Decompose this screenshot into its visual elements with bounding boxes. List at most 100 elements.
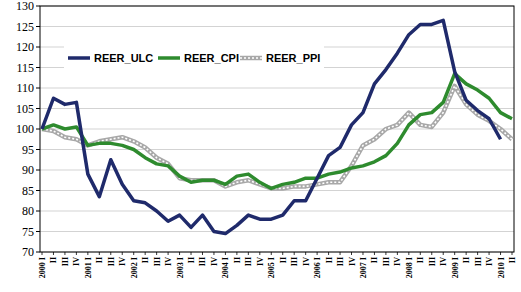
x-tick-label: II bbox=[279, 257, 288, 263]
x-tick-label: 2008 I bbox=[405, 257, 414, 278]
x-tick-label: 2006 I bbox=[313, 257, 322, 278]
x-tick-label: III bbox=[107, 257, 116, 266]
x-tick bbox=[489, 252, 490, 255]
y-tick bbox=[36, 170, 40, 171]
y-tick-label: 70 bbox=[22, 245, 34, 259]
x-tick bbox=[191, 252, 192, 255]
x-tick-label: 2010 I bbox=[497, 257, 506, 278]
x-tick bbox=[317, 252, 318, 255]
x-tick bbox=[466, 252, 467, 255]
grid-line bbox=[40, 211, 514, 212]
y-tick bbox=[36, 88, 40, 89]
series bbox=[42, 74, 512, 189]
x-tick bbox=[202, 252, 203, 255]
legend-line bbox=[240, 56, 262, 61]
x-tick-label: 2002 I bbox=[130, 257, 139, 278]
x-tick bbox=[110, 252, 111, 255]
x-tick-label: II bbox=[462, 257, 471, 263]
y-tick-label: 100 bbox=[16, 122, 34, 136]
x-tick bbox=[512, 252, 513, 255]
x-tick bbox=[454, 252, 455, 255]
x-tick bbox=[122, 252, 123, 255]
x-tick-label: III bbox=[474, 257, 483, 266]
x-tick bbox=[248, 252, 249, 255]
x-tick-label: III bbox=[153, 257, 162, 266]
x-tick bbox=[443, 252, 444, 255]
x-tick bbox=[374, 252, 375, 255]
series-line bbox=[42, 86, 512, 189]
x-tick bbox=[271, 252, 272, 255]
x-tick-label: 2001 I bbox=[84, 257, 93, 278]
series-line bbox=[42, 74, 512, 189]
y-tick bbox=[36, 47, 40, 48]
x-tick bbox=[179, 252, 180, 255]
legend-label: REER_ULC bbox=[94, 52, 153, 64]
y-tick bbox=[36, 6, 40, 7]
x-tick-label: IV bbox=[210, 257, 219, 266]
x-tick bbox=[294, 252, 295, 255]
y-tick bbox=[36, 149, 40, 150]
x-tick bbox=[236, 252, 237, 255]
x-tick-label: II bbox=[325, 257, 334, 263]
x-tick bbox=[76, 252, 77, 255]
x-tick bbox=[156, 252, 157, 255]
x-tick-label: II bbox=[416, 257, 425, 263]
y-tick-label: 105 bbox=[16, 102, 34, 116]
x-tick bbox=[133, 252, 134, 255]
grid-line bbox=[40, 170, 514, 171]
x-tick bbox=[500, 252, 501, 255]
x-tick-label: IV bbox=[256, 257, 265, 266]
x-tick-label: III bbox=[336, 257, 345, 266]
x-tick-label: IV bbox=[439, 257, 448, 266]
x-tick bbox=[340, 252, 341, 255]
x-tick bbox=[328, 252, 329, 255]
y-tick bbox=[36, 129, 40, 130]
x-tick-label: II bbox=[508, 257, 517, 263]
y-tick bbox=[36, 26, 40, 27]
x-tick-label: II bbox=[233, 257, 242, 263]
x-tick-label: 2003 I bbox=[176, 257, 185, 278]
x-tick-label: IV bbox=[118, 257, 127, 266]
legend-box bbox=[64, 46, 324, 70]
x-tick-label: II bbox=[141, 257, 150, 263]
grid-line bbox=[40, 88, 514, 89]
x-tick-label: III bbox=[428, 257, 437, 266]
x-tick bbox=[385, 252, 386, 255]
x-tick bbox=[225, 252, 226, 255]
x-tick bbox=[99, 252, 100, 255]
x-tick-label: II bbox=[95, 257, 104, 263]
x-tick-label: 2004 I bbox=[221, 257, 230, 278]
y-tick-label: 125 bbox=[16, 20, 34, 34]
x-tick-label: 2007 I bbox=[359, 257, 368, 278]
x-tick-label: IV bbox=[485, 257, 494, 266]
legend-line bbox=[158, 56, 180, 60]
x-tick-label: IV bbox=[393, 257, 402, 266]
x-tick bbox=[53, 252, 54, 255]
x-tick bbox=[362, 252, 363, 255]
x-tick-label: IV bbox=[72, 257, 81, 266]
y-tick-label: 85 bbox=[22, 184, 34, 198]
y-tick-label: 115 bbox=[16, 61, 34, 75]
x-tick-label: III bbox=[244, 257, 253, 266]
y-tick bbox=[36, 211, 40, 212]
x-tick bbox=[477, 252, 478, 255]
series-line-stripe bbox=[42, 86, 512, 189]
grid-line bbox=[40, 129, 514, 130]
y-tick bbox=[36, 252, 40, 253]
x-tick-label: III bbox=[61, 257, 70, 266]
legend-line bbox=[68, 56, 90, 60]
y-tick-label: 110 bbox=[16, 81, 34, 95]
x-tick-label: IV bbox=[164, 257, 173, 266]
x-tick-label: III bbox=[290, 257, 299, 266]
x-tick bbox=[397, 252, 398, 255]
x-tick bbox=[213, 252, 214, 255]
y-tick-label: 80 bbox=[22, 204, 34, 218]
y-tick bbox=[36, 231, 40, 232]
x-tick-label: 2000 I bbox=[38, 257, 47, 278]
x-tick bbox=[431, 252, 432, 255]
x-tick bbox=[42, 252, 43, 255]
series bbox=[42, 86, 512, 189]
y-tick bbox=[36, 67, 40, 68]
plot-area bbox=[42, 20, 512, 233]
x-tick-label: 2005 I bbox=[267, 257, 276, 278]
